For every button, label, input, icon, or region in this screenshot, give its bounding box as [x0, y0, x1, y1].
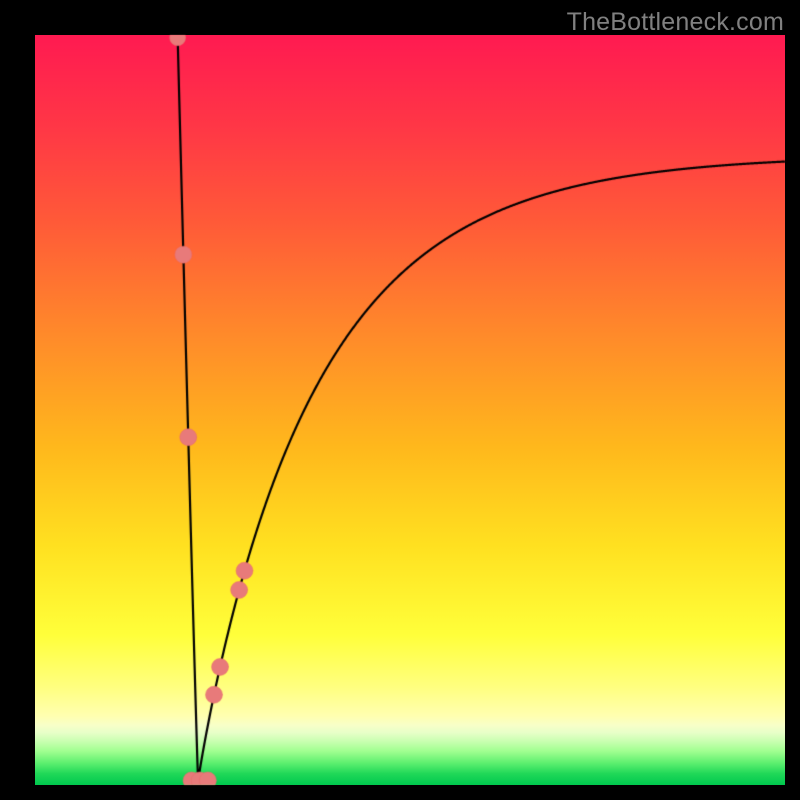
bottleneck-curve-canvas — [0, 0, 800, 800]
watermark-text: TheBottleneck.com — [567, 8, 784, 37]
chart-stage: TheBottleneck.com — [0, 0, 800, 800]
